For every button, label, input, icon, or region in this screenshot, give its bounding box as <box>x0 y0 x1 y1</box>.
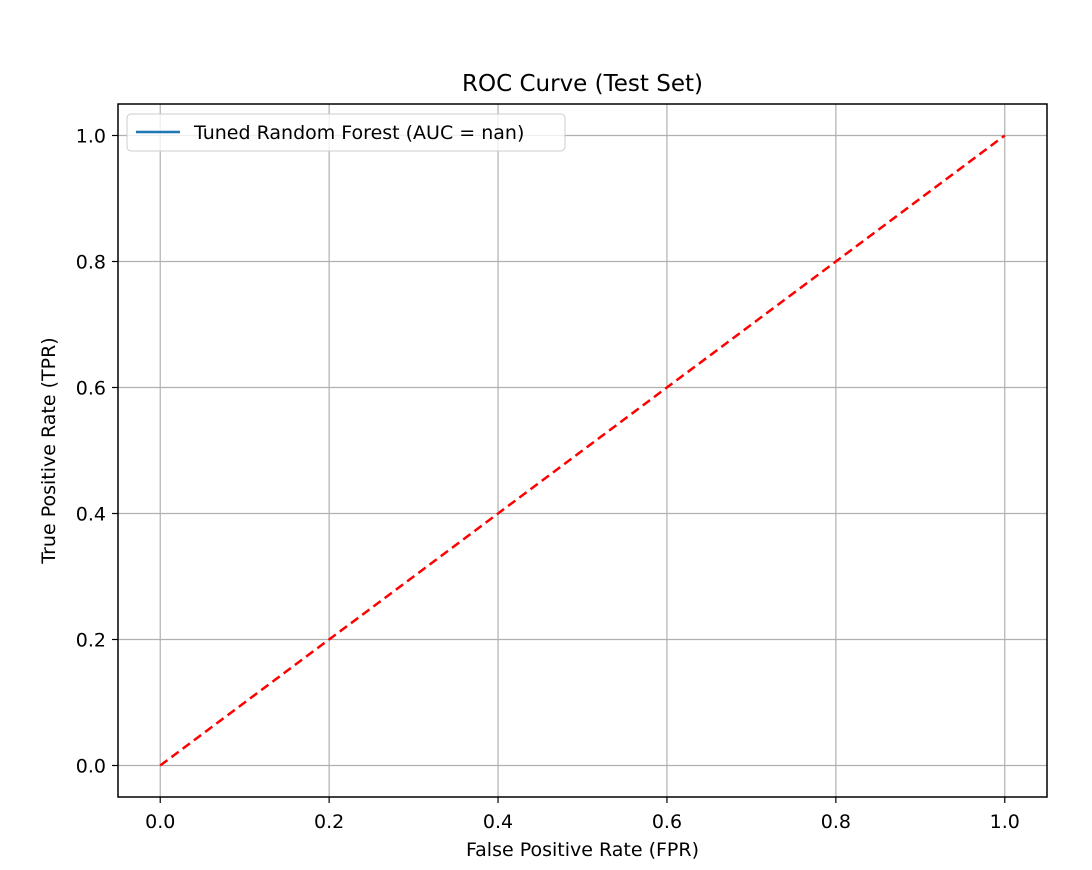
legend-box <box>126 113 566 152</box>
x-axis-label: False Positive Rate (FPR) <box>466 839 699 861</box>
y-tick-label: 0.0 <box>76 756 106 778</box>
series-layer <box>159 134 1006 767</box>
x-tick-label: 0.2 <box>314 811 344 833</box>
x-tick-label: 1.0 <box>990 811 1020 833</box>
x-tick-label: 0.4 <box>483 811 513 833</box>
x-tick-label: 0.8 <box>821 811 851 833</box>
chart-title: ROC Curve (Test Set) <box>462 71 703 97</box>
plot-frame <box>117 103 1048 798</box>
diagonal-reference-line <box>159 134 1006 767</box>
y-tick-label: 0.6 <box>76 378 106 400</box>
grid <box>118 104 1047 797</box>
legend-label-tuned-random-forest: Tuned Random Forest (AUC = nan) <box>193 122 524 144</box>
x-tick-label: 0.0 <box>145 811 175 833</box>
y-axis-label: True Positive Rate (TPR) <box>38 337 60 564</box>
ticks: 0.0 0.2 0.4 0.6 0.8 1.0 0.0 0.2 0.4 0.6 0.8 1.0 <box>76 126 1020 834</box>
y-tick-label: 0.8 <box>76 252 106 274</box>
y-tick-label: 1.0 <box>76 126 106 148</box>
x-tick-label: 0.6 <box>652 811 682 833</box>
y-tick-label: 0.4 <box>76 504 106 526</box>
y-tick-label: 0.2 <box>76 630 106 652</box>
legend: Tuned Random Forest (AUC = nan) <box>126 113 566 152</box>
